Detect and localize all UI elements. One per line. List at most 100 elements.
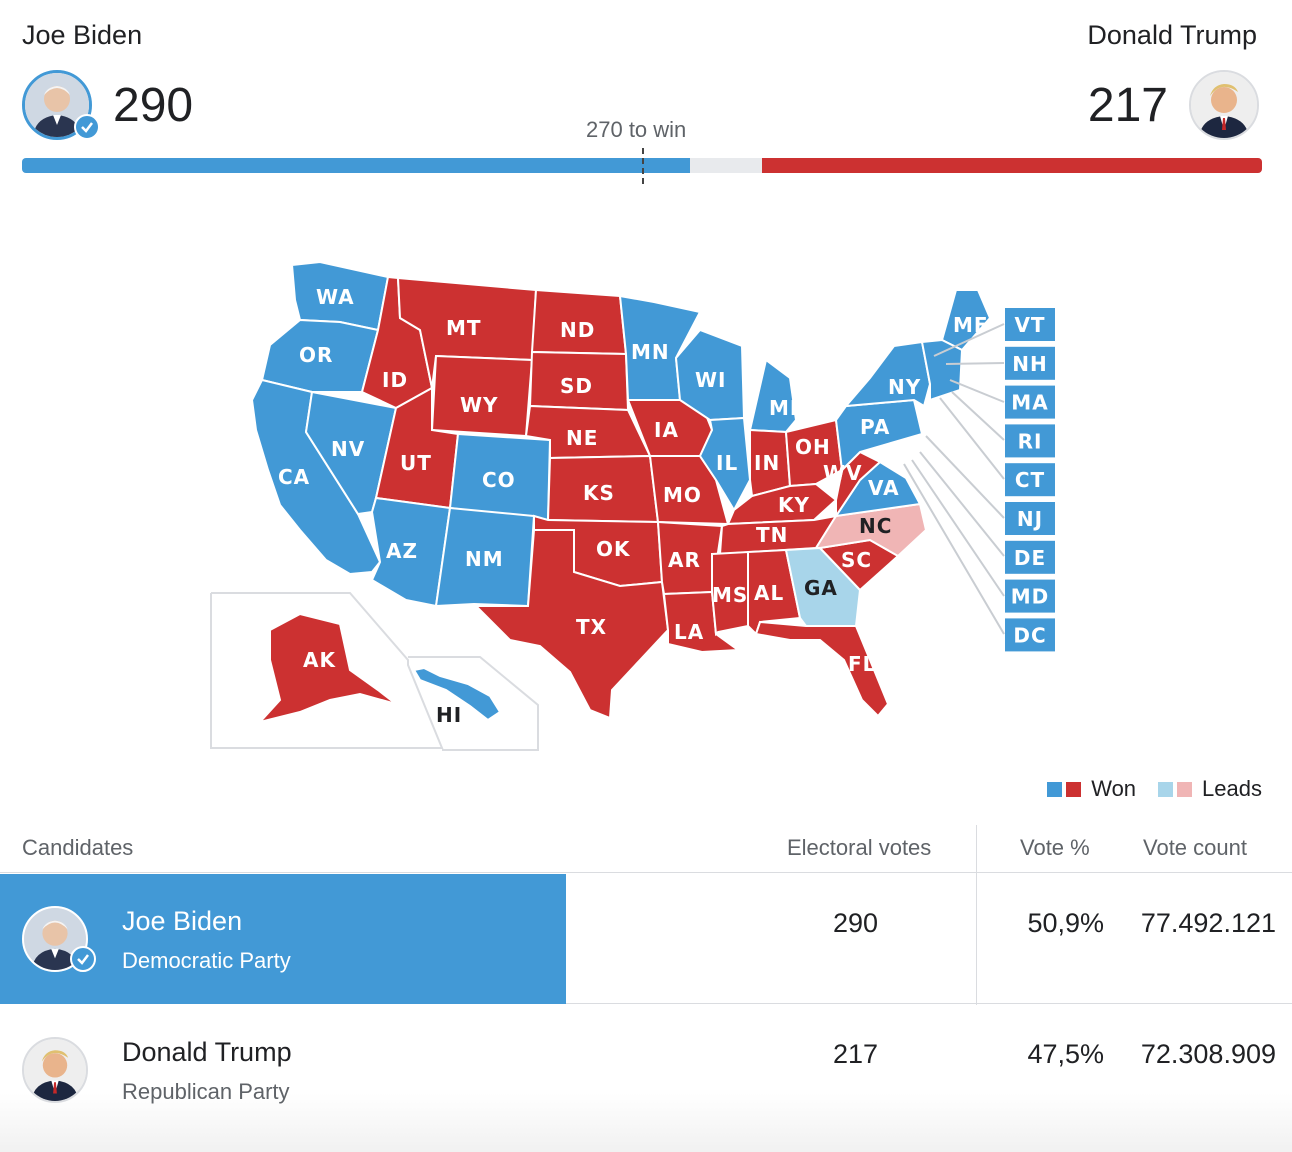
small-state-label-ri: RI [1018,429,1043,453]
state-mo[interactable] [648,455,730,526]
state-label-or: OR [299,343,333,367]
small-state-label-ma: MA [1011,391,1048,415]
state-label-sd: SD [560,374,593,398]
header-electoral-votes: Electoral votes [787,835,932,860]
row-vote-count: 77.492.121 [1140,908,1276,938]
state-label-la: LA [674,620,704,644]
avatar-biden [22,70,92,140]
person-icon [24,908,86,970]
state-label-pa: PA [860,415,890,439]
table-row[interactable]: Donald Trump Republican Party 217 47,5% … [0,1005,1292,1152]
state-label-me: ME [953,313,989,337]
state-label-ia: IA [654,418,679,442]
row-electoral-votes: 217 [833,1039,879,1069]
row-party-name: Democratic Party [122,948,291,973]
state-label-fl: FL [848,652,876,676]
winner-check-icon [70,946,96,972]
state-shapes[interactable] [250,260,992,724]
row-candidate-name: Joe Biden [122,906,243,936]
state-new-england[interactable] [920,338,964,402]
state-label-mi: MI [769,396,798,420]
state-label-in: IN [754,451,780,475]
row-vote-pct: 50,9% [1027,908,1104,938]
threshold-marker [642,148,644,184]
state-label-nm: NM [465,547,504,571]
progress-fill-trump [761,158,1262,173]
small-state-boxes[interactable]: VT NH MA RI CT NJ DE MD DC [1005,308,1055,652]
state-label-ak: AK [303,648,336,672]
state-label-az: AZ [386,539,418,563]
legend-swatch-rep-won [1066,781,1082,797]
winner-highlight [0,874,566,1004]
header-vote-pct: Vote % [1020,835,1090,860]
small-state-box-ma[interactable] [1005,385,1055,419]
progress-fill-biden [22,158,691,173]
state-label-id: ID [382,368,408,392]
small-state-box-vt[interactable] [1005,308,1055,341]
state-il[interactable] [698,416,752,513]
state-tx[interactable] [473,529,670,720]
state-label-ga: GA [804,576,838,600]
header-candidates: Candidates [22,835,134,860]
state-label-al: AL [754,581,784,605]
candidate-name-biden: Joe Biden [22,20,143,50]
state-oh[interactable] [784,418,844,488]
header-vote-count: Vote count [1143,835,1247,860]
state-label-ok: OK [596,537,631,561]
alaska-inset-frame [210,592,444,749]
state-label-ms: MS [712,583,748,607]
small-state-label-md: MD [1011,585,1050,609]
state-label-tn: TN [756,523,788,547]
hawaii-inset-frame [408,656,539,751]
map-legend: Won Leads [1047,776,1262,802]
small-state-label-de: DE [1014,546,1046,570]
small-state-box-ct[interactable] [1005,463,1055,497]
legend-leads-label: Leads [1202,776,1262,801]
small-state-label-dc: DC [1013,623,1046,647]
state-labels: WA OR CA NV ID MT WY UT CO AZ NM ND SD N… [278,285,989,727]
table-row[interactable]: Joe Biden Democratic Party 290 50,9% 77.… [0,874,1292,1004]
state-label-mn: MN [631,340,670,364]
small-state-leaders [903,323,1005,635]
state-label-wy: WY [460,393,499,417]
row-electoral-votes: 290 [833,908,879,938]
row-vote-pct: 47,5% [1027,1039,1104,1069]
results-table-header: Candidates Electoral votes Vote % Vote c… [0,825,1292,873]
electoral-tally-biden: 290 [113,79,194,132]
state-label-va: VA [868,476,900,500]
small-state-box-nh[interactable] [1005,346,1055,380]
state-label-hi: HI [436,703,462,727]
state-or[interactable] [260,318,380,393]
small-state-box-md[interactable] [1005,579,1055,613]
small-state-label-ct: CT [1015,468,1045,492]
state-hi[interactable] [412,666,502,722]
small-state-box-nj[interactable] [1005,502,1055,535]
state-ak[interactable] [257,612,397,724]
avatar-trump [1189,70,1259,140]
state-label-oh: OH [795,435,831,459]
row-party-name: Republican Party [122,1079,290,1104]
state-label-wv: WV [823,461,863,485]
state-ky[interactable] [726,482,838,526]
state-label-ca: CA [278,465,310,489]
state-label-sc: SC [841,548,872,572]
avatar-trump [22,1037,88,1103]
state-fl[interactable] [754,620,890,718]
column-divider [976,825,977,1137]
small-state-box-dc[interactable] [1005,618,1055,652]
legend-won-label: Won [1091,776,1137,801]
state-label-co: CO [482,468,516,492]
state-label-nc: NC [859,514,892,538]
state-label-mt: MT [446,316,482,340]
state-label-ar: AR [668,548,701,572]
small-state-box-de[interactable] [1005,540,1055,574]
state-label-ky: KY [778,493,810,517]
electoral-map[interactable]: WA OR CA NV ID MT WY UT CO AZ NM ND SD N… [0,240,1292,760]
row-candidate-name: Donald Trump [122,1037,292,1067]
small-state-label-vt: VT [1014,313,1045,337]
state-label-ne: NE [566,426,598,450]
small-state-box-ri[interactable] [1005,424,1055,458]
state-label-il: IL [716,451,738,475]
legend-swatch-dem-won [1047,781,1063,797]
small-state-label-nj: NJ [1017,507,1043,531]
